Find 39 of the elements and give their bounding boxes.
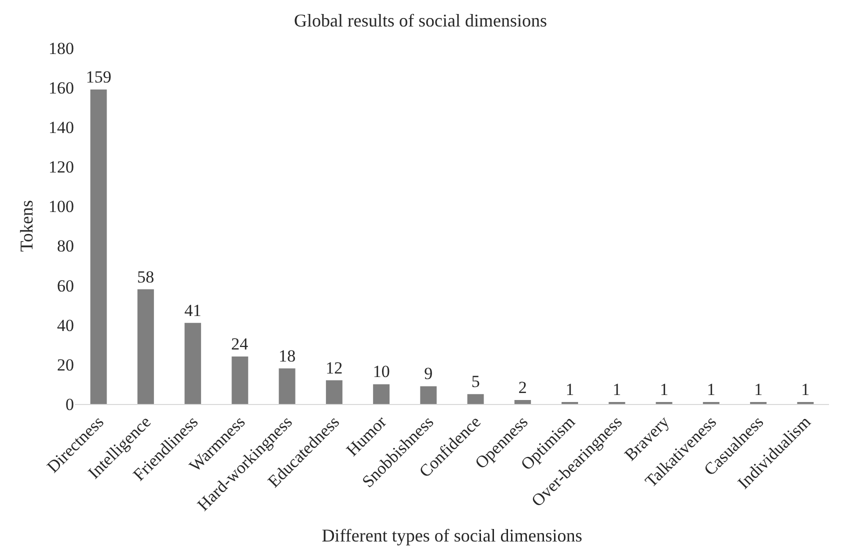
data-label: 1 [612,380,622,400]
data-label: 9 [424,364,433,384]
y-tick-label: 100 [48,197,74,216]
bar [232,356,248,404]
data-label: 2 [518,378,527,398]
data-label: 10 [372,362,390,382]
y-tick-label: 60 [57,276,74,296]
bar [467,394,484,404]
bar [137,289,154,404]
data-label: 12 [326,358,343,378]
data-label: 18 [278,346,296,366]
data-label: 1 [566,380,574,400]
bar [326,380,342,404]
data-label: 159 [86,68,112,87]
bar [514,400,531,404]
bar [184,322,202,404]
bar [278,368,296,404]
y-tick-label: 80 [57,236,74,256]
y-tick-label: 140 [48,118,74,138]
y-tick-label: 160 [48,78,74,98]
data-label: 1 [706,380,716,400]
bar [90,90,107,404]
x-axis-title: Different types of social dimensions [322,526,582,546]
y-tick-label: 180 [48,38,74,58]
y-tick-label: 40 [57,316,74,335]
y-tick-label: 0 [66,394,74,414]
bar [373,384,390,404]
data-label: 1 [801,380,810,400]
data-label: 24 [231,334,249,354]
y-tick-label: 20 [57,355,74,374]
bar [420,386,437,404]
data-label: 5 [471,372,480,392]
data-label: 41 [184,300,202,320]
data-label: 58 [137,267,154,286]
chart-title: Global results of social dimensions [294,10,547,30]
data-label: 1 [754,380,763,400]
y-tick-label: 120 [48,158,74,177]
data-label: 1 [660,380,668,400]
y-axis-title: Tokens [16,200,37,252]
